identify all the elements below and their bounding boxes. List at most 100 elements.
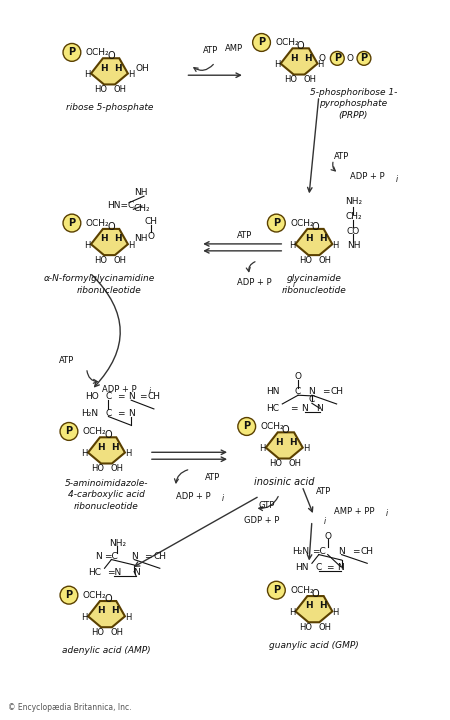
Polygon shape xyxy=(266,432,303,459)
Circle shape xyxy=(63,43,81,61)
Text: =: = xyxy=(139,392,147,402)
Circle shape xyxy=(357,51,371,66)
Text: OCH₂: OCH₂ xyxy=(86,219,109,228)
Text: guanylic acid (GMP): guanylic acid (GMP) xyxy=(269,642,359,650)
Text: O: O xyxy=(319,54,326,63)
Text: ribose 5-phosphate: ribose 5-phosphate xyxy=(66,104,153,112)
Text: H: H xyxy=(100,63,108,73)
Text: N: N xyxy=(338,546,345,556)
Text: H: H xyxy=(290,54,297,63)
Polygon shape xyxy=(295,229,333,255)
Text: NH: NH xyxy=(134,234,148,243)
Text: HO: HO xyxy=(299,623,312,631)
Text: ADP + P: ADP + P xyxy=(102,385,136,395)
Text: i: i xyxy=(149,387,151,396)
Text: 4-carboxylic acid: 4-carboxylic acid xyxy=(68,490,145,500)
Circle shape xyxy=(330,51,344,66)
Text: N: N xyxy=(309,387,315,397)
Text: AMP: AMP xyxy=(225,44,243,53)
Text: P: P xyxy=(68,218,76,228)
Text: N: N xyxy=(302,404,308,413)
Text: i: i xyxy=(396,175,398,184)
Text: N: N xyxy=(133,568,140,577)
Text: H: H xyxy=(305,234,312,243)
Text: H: H xyxy=(289,240,295,250)
Text: H: H xyxy=(100,234,108,243)
Text: CH: CH xyxy=(330,387,343,397)
Text: OCH₂: OCH₂ xyxy=(275,38,299,47)
Circle shape xyxy=(267,581,285,599)
Text: i: i xyxy=(324,517,326,526)
Text: OCH₂: OCH₂ xyxy=(83,590,106,600)
Text: OH: OH xyxy=(303,75,316,84)
Circle shape xyxy=(60,586,78,604)
Text: P: P xyxy=(273,585,280,595)
Text: H: H xyxy=(81,449,88,458)
Text: N: N xyxy=(128,409,135,418)
Text: ADP + P: ADP + P xyxy=(237,278,272,287)
Text: =: = xyxy=(144,552,152,561)
Text: O: O xyxy=(104,594,112,604)
Text: H: H xyxy=(305,601,312,611)
Text: ATP: ATP xyxy=(237,231,252,240)
Text: P: P xyxy=(243,421,250,431)
Text: GTP: GTP xyxy=(258,501,274,510)
Text: ribonucleotide: ribonucleotide xyxy=(282,286,346,295)
Text: CH: CH xyxy=(144,217,157,226)
Text: HO: HO xyxy=(94,85,107,94)
Text: inosinic acid: inosinic acid xyxy=(254,477,315,487)
Text: HC: HC xyxy=(266,404,279,413)
Text: HO: HO xyxy=(284,75,297,84)
Text: H₂N: H₂N xyxy=(81,409,99,418)
Text: =: = xyxy=(351,546,359,556)
Text: CH: CH xyxy=(153,552,166,561)
Text: H: H xyxy=(274,60,280,69)
Text: α-N-formylglycinamidine: α-N-formylglycinamidine xyxy=(44,274,155,283)
Text: H₂N: H₂N xyxy=(292,546,309,556)
Text: ribonucleotide: ribonucleotide xyxy=(74,503,139,511)
Text: H: H xyxy=(333,608,339,617)
Text: =C: =C xyxy=(312,546,326,556)
Text: H: H xyxy=(97,443,105,451)
Text: H: H xyxy=(303,444,309,453)
Text: OH: OH xyxy=(136,64,149,73)
Text: P: P xyxy=(273,218,280,228)
Text: H: H xyxy=(114,234,122,243)
Text: N: N xyxy=(95,552,102,561)
Text: HC: HC xyxy=(89,568,102,577)
Text: N: N xyxy=(131,552,138,561)
Text: HN: HN xyxy=(296,563,309,572)
Text: OCH₂: OCH₂ xyxy=(83,427,106,436)
Text: H: H xyxy=(319,234,326,243)
Text: OH: OH xyxy=(318,256,331,265)
Text: H: H xyxy=(289,608,295,617)
Text: OH: OH xyxy=(114,256,127,265)
Text: =: = xyxy=(290,404,298,413)
Text: N: N xyxy=(128,392,135,402)
Polygon shape xyxy=(91,229,128,255)
Text: CO: CO xyxy=(347,227,360,235)
Text: HN=C: HN=C xyxy=(107,202,134,210)
Text: CH: CH xyxy=(148,392,160,402)
Circle shape xyxy=(60,423,78,441)
Text: O: O xyxy=(295,372,302,381)
Text: C: C xyxy=(309,395,315,404)
Text: HO: HO xyxy=(85,392,99,402)
Text: H: H xyxy=(81,613,88,622)
Polygon shape xyxy=(88,437,125,464)
Text: C: C xyxy=(105,392,112,402)
Text: H: H xyxy=(85,240,91,250)
Text: OH: OH xyxy=(288,459,302,468)
Text: NH₂: NH₂ xyxy=(109,539,126,548)
Text: O: O xyxy=(107,222,115,232)
Text: =: = xyxy=(322,387,329,397)
Text: P: P xyxy=(65,426,72,436)
Text: H: H xyxy=(125,449,131,458)
Text: AMP + PP: AMP + PP xyxy=(333,508,374,516)
Text: =C: =C xyxy=(104,552,118,561)
Text: H: H xyxy=(304,54,311,63)
Text: P: P xyxy=(68,48,76,58)
Text: =: = xyxy=(117,392,124,402)
Text: O: O xyxy=(147,232,154,241)
Circle shape xyxy=(63,214,81,232)
